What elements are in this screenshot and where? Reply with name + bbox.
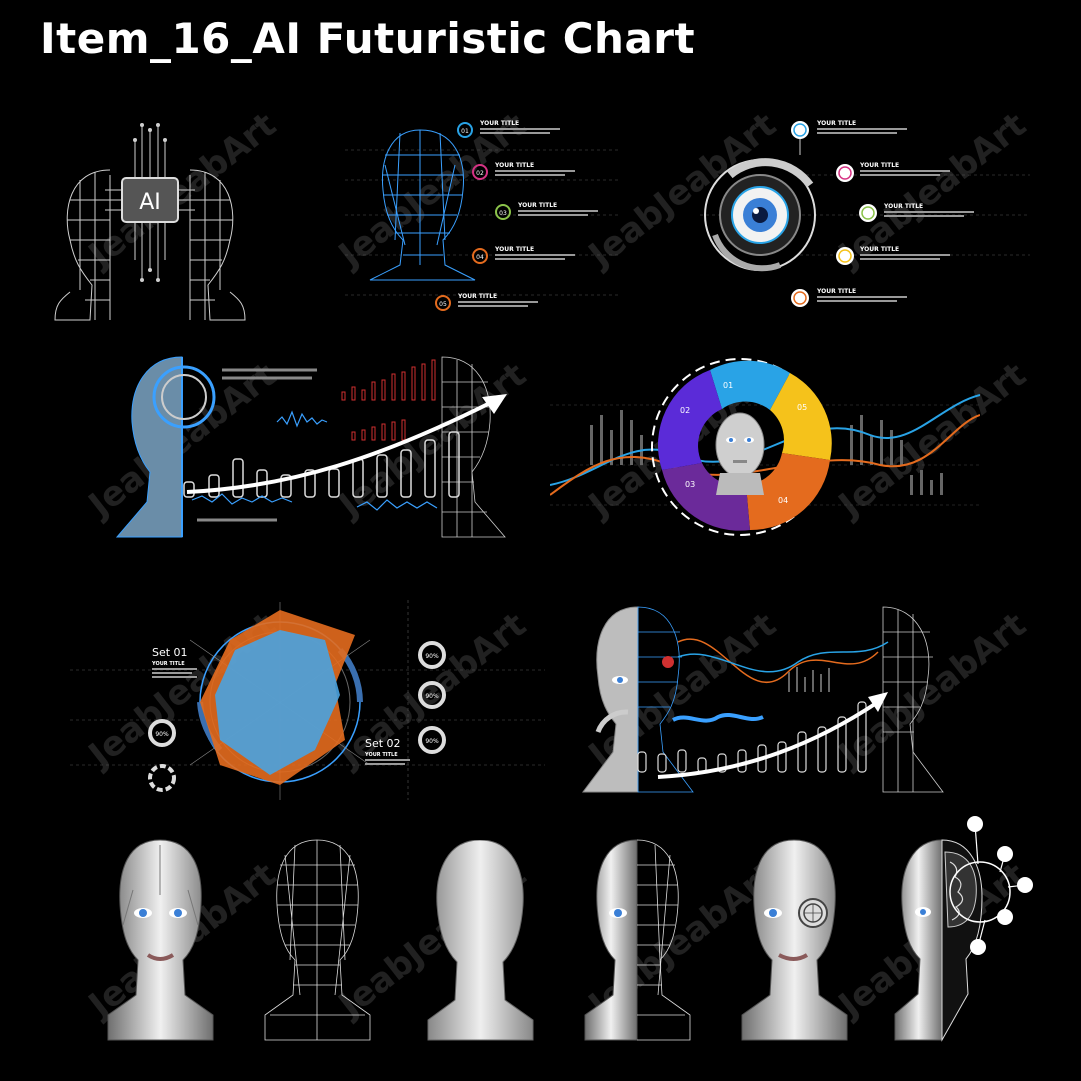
svg-text:03: 03 (685, 480, 695, 489)
set-02-label: Set 02 (365, 737, 401, 750)
svg-text:YOUR TITLE: YOUR TITLE (457, 293, 497, 300)
wireframe-head-icon (264, 839, 371, 1041)
svg-text:04: 04 (476, 254, 484, 261)
mannequin-head-icon (427, 840, 534, 1041)
svg-text:YOUR TITLE: YOUR TITLE (517, 202, 557, 209)
svg-text:YOUR TITLE: YOUR TITLE (859, 162, 899, 169)
svg-text:YOUR TITLE: YOUR TITLE (151, 661, 185, 667)
wireframe-head-infographic: 01 YOUR TITLE 02 YOUR TITLE 03 YOUR TITL… (345, 115, 620, 320)
brain-icon (944, 851, 977, 928)
set-01-label: Set 01 (152, 646, 188, 659)
svg-text:YOUR TITLE: YOUR TITLE (816, 288, 856, 295)
eye-hub-illustration: 01 YOUR TITLE 02 YOUR TITLE 03 YOUR TITL… (700, 120, 1030, 307)
svg-text:YOUR TITLE: YOUR TITLE (883, 203, 923, 210)
head-bar-chart-illustration (115, 356, 507, 538)
segment-03 (662, 463, 750, 531)
robot-head-icon (894, 839, 943, 1041)
list-item: 02 YOUR TITLE (836, 162, 950, 182)
plain-head-3 (423, 840, 538, 1045)
list-item: 05 YOUR TITLE (435, 293, 538, 311)
svg-text:YOUR TITLE: YOUR TITLE (494, 162, 534, 169)
ai-chip-panel: AI (50, 120, 250, 325)
robot-head-1 (103, 835, 218, 1045)
brain-head-6 (890, 812, 1040, 1047)
svg-text:05: 05 (796, 296, 804, 303)
cyborg-head-5 (737, 835, 852, 1045)
svg-text:90%: 90% (425, 693, 439, 700)
segment-05 (770, 373, 832, 460)
ring-infographic-illustration: 01 05 04 03 02 (550, 358, 980, 536)
list-item: 04 YOUR TITLE (472, 246, 575, 264)
list-item: 04 YOUR TITLE (836, 246, 950, 265)
svg-text:03: 03 (864, 211, 872, 218)
robot-head-icon (582, 606, 639, 793)
robot-head-icon (741, 839, 848, 1041)
wireframe-head-icon (369, 129, 476, 281)
svg-text:YOUR TITLE: YOUR TITLE (859, 246, 899, 253)
donut-gauge: 90% (148, 719, 176, 747)
robot-chart-panel (578, 602, 978, 797)
ai-chip-illustration: AI (54, 123, 246, 321)
list-item: 01 YOUR TITLE (791, 120, 907, 139)
svg-text:05: 05 (797, 403, 807, 412)
svg-text:04: 04 (841, 254, 849, 261)
segment-02 (657, 370, 722, 470)
list-item: 03 YOUR TITLE (859, 203, 974, 222)
list-item: 01 YOUR TITLE (457, 120, 560, 138)
svg-text:01: 01 (723, 381, 733, 390)
robot-head-icon (107, 839, 214, 1041)
robot-head-icon (584, 839, 691, 1041)
robot-head-icon (715, 412, 765, 478)
svg-text:YOUR TITLE: YOUR TITLE (816, 120, 856, 127)
list-item: 02 YOUR TITLE (472, 162, 575, 180)
brain-head-illustration (894, 816, 1033, 1042)
ring-infographic-panel: 01 05 04 03 02 (550, 345, 980, 550)
radar-chart-panel: Set 01 YOUR TITLE Set 02 YOUR TITLE 90% … (70, 600, 545, 805)
svg-text:YOUR TITLE: YOUR TITLE (494, 246, 534, 253)
page-title: Item_16_AI Futuristic Chart (40, 14, 696, 63)
svg-text:90%: 90% (155, 731, 169, 738)
svg-text:90%: 90% (425, 738, 439, 745)
list-item: 03 YOUR TITLE (495, 202, 598, 220)
ai-chip-icon (121, 177, 179, 223)
half-robot-head-4 (580, 835, 695, 1045)
chip-label: AI (139, 190, 161, 215)
wireframe-head-2 (260, 835, 375, 1045)
svg-text:01: 01 (461, 128, 469, 135)
donut-gauge: 90% (418, 726, 446, 754)
svg-text:05: 05 (439, 301, 447, 308)
segment-04 (746, 453, 830, 531)
list-item: 05 YOUR TITLE (791, 288, 907, 307)
robot-head-icon (115, 356, 183, 538)
svg-text:02: 02 (841, 171, 849, 178)
svg-text:03: 03 (499, 210, 507, 217)
head-bar-chart-panel (112, 352, 520, 547)
donut-gauge: 90% (418, 681, 446, 709)
radar-series-blue (215, 630, 340, 775)
svg-text:01: 01 (796, 128, 804, 135)
svg-text:90%: 90% (425, 653, 439, 660)
radar-chart-illustration: Set 01 YOUR TITLE Set 02 YOUR TITLE 90% … (70, 600, 545, 800)
robot-chart-illustration (582, 606, 944, 793)
svg-text:YOUR TITLE: YOUR TITLE (364, 752, 398, 758)
svg-text:04: 04 (778, 496, 788, 505)
donut-gauge: 90% (418, 641, 446, 669)
eye-hub-infographic: 01 YOUR TITLE 02 YOUR TITLE 03 YOUR TITL… (700, 115, 1030, 320)
svg-text:YOUR TITLE: YOUR TITLE (479, 120, 519, 127)
wireframe-head-illustration: 01 YOUR TITLE 02 YOUR TITLE 03 YOUR TITL… (345, 120, 620, 311)
svg-text:02: 02 (680, 406, 690, 415)
segment-01 (710, 360, 790, 410)
svg-text:02: 02 (476, 170, 484, 177)
